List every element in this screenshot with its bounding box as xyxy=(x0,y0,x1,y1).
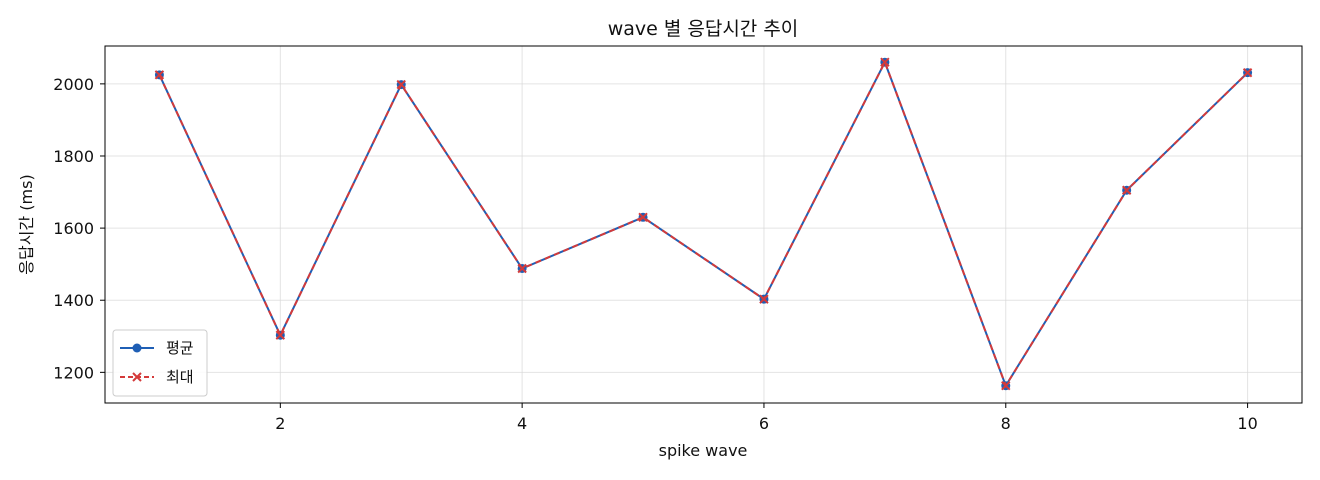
y-tick-label: 1600 xyxy=(53,219,94,238)
x-axis-label: spike wave xyxy=(659,441,748,460)
data-point-2 xyxy=(1242,67,1253,78)
legend-label-avg: 평균 xyxy=(166,339,194,357)
series-layer xyxy=(154,57,1253,391)
data-point-2 xyxy=(154,70,165,80)
series-line-2 xyxy=(158,59,1249,388)
x-tick-label: 8 xyxy=(1001,414,1011,433)
grid xyxy=(105,46,1302,403)
legend: 평균 최대 xyxy=(112,329,208,397)
data-point-2 xyxy=(759,294,769,304)
data-point-2 xyxy=(517,263,527,274)
series-line-1 xyxy=(158,59,1249,388)
data-point-2 xyxy=(396,79,406,90)
data-point-2 xyxy=(1001,380,1011,391)
data-point-2 xyxy=(1121,185,1132,195)
x-tick-label: 6 xyxy=(759,414,769,433)
y-tick-label: 1200 xyxy=(53,363,94,382)
data-point-2 xyxy=(880,57,890,67)
legend-marker-max xyxy=(132,372,142,382)
data-point-2 xyxy=(638,212,648,222)
x-tick-label: 2 xyxy=(275,414,285,433)
data-point-2 xyxy=(275,330,286,340)
legend-label-max: 최대 xyxy=(166,368,194,386)
axis-ticks: 2 4 6 8 10 1200 1400 1600 1800 2000 xyxy=(53,75,1257,433)
y-axis-label: 응답시간 (ms) xyxy=(17,174,36,274)
plot-frame xyxy=(104,45,1303,404)
chart-title: wave 별 응답시간 추이 xyxy=(608,18,799,40)
x-tick-label: 10 xyxy=(1237,414,1257,433)
y-tick-label: 2000 xyxy=(53,75,94,94)
x-tick-label: 4 xyxy=(517,414,527,433)
y-tick-label: 1400 xyxy=(53,291,94,310)
legend-marker-avg xyxy=(132,343,142,353)
y-tick-label: 1800 xyxy=(53,147,94,166)
